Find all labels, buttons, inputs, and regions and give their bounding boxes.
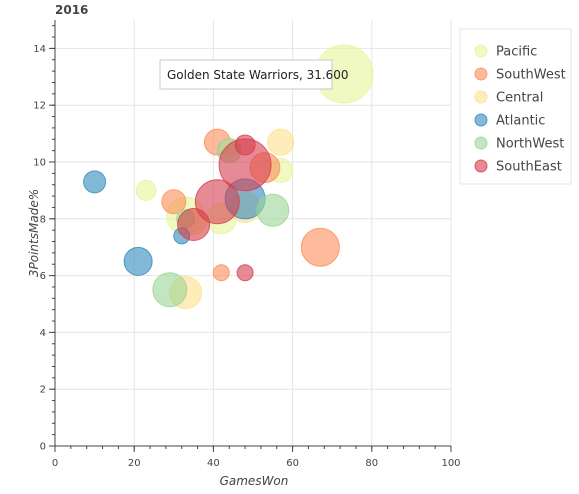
bubble-point[interactable] — [256, 193, 290, 227]
chart-title: 2016 — [55, 3, 88, 17]
legend-label: Central — [496, 91, 543, 106]
bubble-layer[interactable] — [83, 44, 374, 310]
bubble-point[interactable] — [267, 128, 295, 156]
bubble-point[interactable] — [123, 246, 153, 276]
y-tick-label: 2 — [40, 385, 46, 396]
legend-swatch — [474, 90, 488, 104]
y-tick-label: 8 — [40, 214, 46, 225]
bubble-point[interactable] — [83, 170, 107, 194]
bubble-point[interactable] — [212, 264, 230, 282]
legend-swatch — [474, 159, 488, 173]
bubble-point[interactable] — [152, 272, 188, 308]
x-tick-label: 80 — [365, 458, 378, 469]
bubble-point[interactable] — [234, 134, 256, 156]
x-tick-label: 100 — [441, 458, 460, 469]
legend-label: SouthEast — [496, 160, 562, 175]
y-tick-label: 10 — [33, 158, 46, 169]
axes: 0 20 40 60 80 100 0 2 4 6 8 10 12 14 — [33, 20, 461, 469]
bubble-point[interactable] — [236, 264, 254, 282]
legend-swatch — [474, 67, 488, 81]
x-tick-label: 40 — [207, 458, 220, 469]
y-tick-label: 14 — [33, 44, 46, 55]
x-axis-label: GamesWon — [220, 474, 289, 488]
y-tick-label: 6 — [40, 271, 46, 282]
y-tick-label: 4 — [40, 328, 46, 339]
legend-label: SouthWest — [496, 68, 566, 83]
bubble-point[interactable] — [300, 227, 340, 267]
tooltip: Golden State Warriors, 31.600 — [159, 59, 349, 90]
legend-box — [459, 28, 572, 185]
legend-swatch — [474, 113, 488, 127]
bubble-point[interactable] — [177, 207, 211, 241]
bubble-point[interactable] — [135, 179, 157, 201]
legend: Pacific SouthWest Central Atlantic NorthWest… — [459, 28, 572, 185]
bubble-point[interactable] — [194, 179, 240, 225]
legend-swatch — [474, 136, 488, 150]
legend-label: Atlantic — [496, 114, 545, 129]
bubble-point[interactable] — [161, 189, 187, 215]
x-tick-label: 60 — [286, 458, 299, 469]
tooltip-text: Golden State Warriors, 31.600 — [167, 68, 349, 82]
legend-swatch — [474, 44, 488, 58]
y-tick-label: 12 — [33, 101, 46, 112]
legend-label: Pacific — [496, 45, 537, 60]
y-tick-label: 0 — [40, 442, 46, 453]
x-tick-label: 20 — [128, 458, 141, 469]
x-tick-label: 0 — [52, 458, 58, 469]
y-axis-label: 3PointsMade% — [27, 189, 41, 277]
tooltip-box — [159, 59, 333, 90]
grid-lines — [54, 20, 452, 447]
legend-label: NorthWest — [496, 137, 564, 152]
